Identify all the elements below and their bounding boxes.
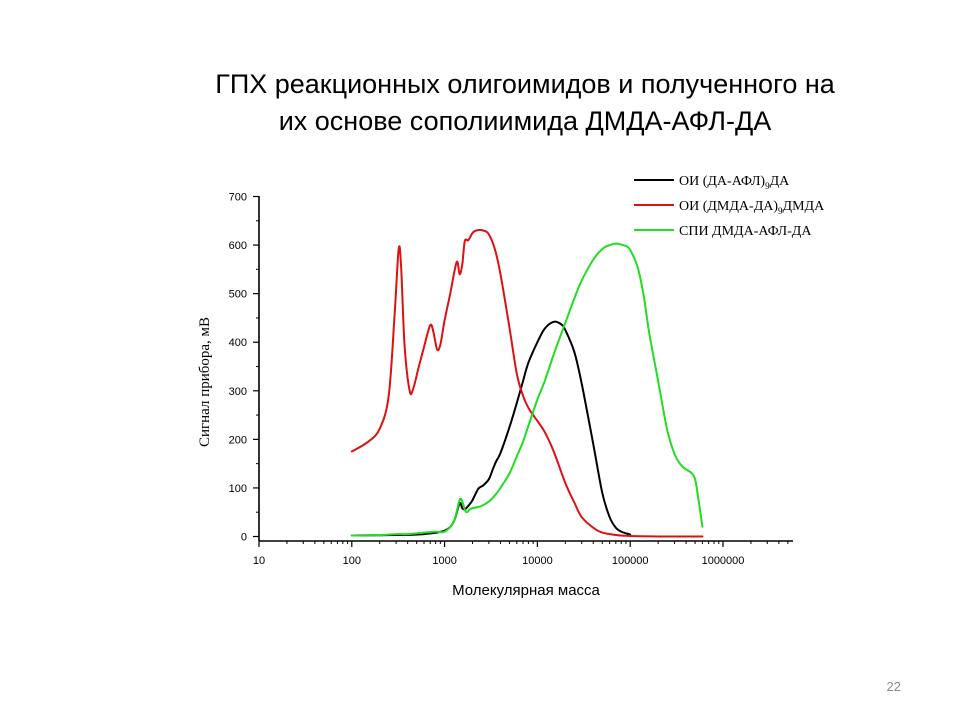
y-axis-title: Сигнал прибора, мВ <box>197 317 213 447</box>
x-tick-label: 1000000 <box>702 555 745 567</box>
series-line <box>350 242 704 537</box>
legend-label: СПИ ДМДА-АФЛ-ДА <box>679 224 812 239</box>
series-layer <box>350 229 704 538</box>
y-axis-ticks: 0 100 200 300 400 500 600 700 <box>229 192 259 544</box>
page-number: 22 <box>886 679 901 694</box>
y-tick-label: 600 <box>229 240 247 252</box>
x-tick-label: 1000 <box>432 555 456 567</box>
legend-label: ОИ (ДА-АФЛ)9ДА <box>679 174 790 191</box>
x-tick-label: 100 <box>343 555 361 567</box>
y-tick-label: 700 <box>229 192 247 204</box>
chart-legend: ОИ (ДА-АФЛ)9ДА ОИ (ДМДА-ДА)9ДМДА СПИ ДМДА-… <box>634 174 825 239</box>
x-axis-ticks: 10 100 1000 10000 100000 1000000 <box>253 541 789 567</box>
y-tick-label: 200 <box>229 434 247 446</box>
series-line <box>350 320 632 537</box>
legend-label: ОИ (ДМДА-ДА)9ДМДА <box>679 199 825 216</box>
x-tick-label: 100000 <box>612 555 649 567</box>
series-line <box>350 229 704 538</box>
y-tick-label: 400 <box>229 337 247 349</box>
slide-title: ГПХ реакционных олигоимидов и полученног… <box>130 66 920 140</box>
y-tick-label: 0 <box>241 532 247 544</box>
y-tick-label: 500 <box>229 289 247 301</box>
x-axis-title: Молекулярная масса <box>452 582 600 599</box>
x-tick-label: 10 <box>253 555 265 567</box>
slide-title-line-1: ГПХ реакционных олигоимидов и полученног… <box>215 69 835 99</box>
x-tick-label: 10000 <box>522 555 553 567</box>
y-tick-label: 300 <box>229 386 247 398</box>
y-tick-label: 100 <box>229 483 247 495</box>
slide-title-line-2: их основе сополиимида ДМДА-АФЛ-ДА <box>278 106 772 136</box>
